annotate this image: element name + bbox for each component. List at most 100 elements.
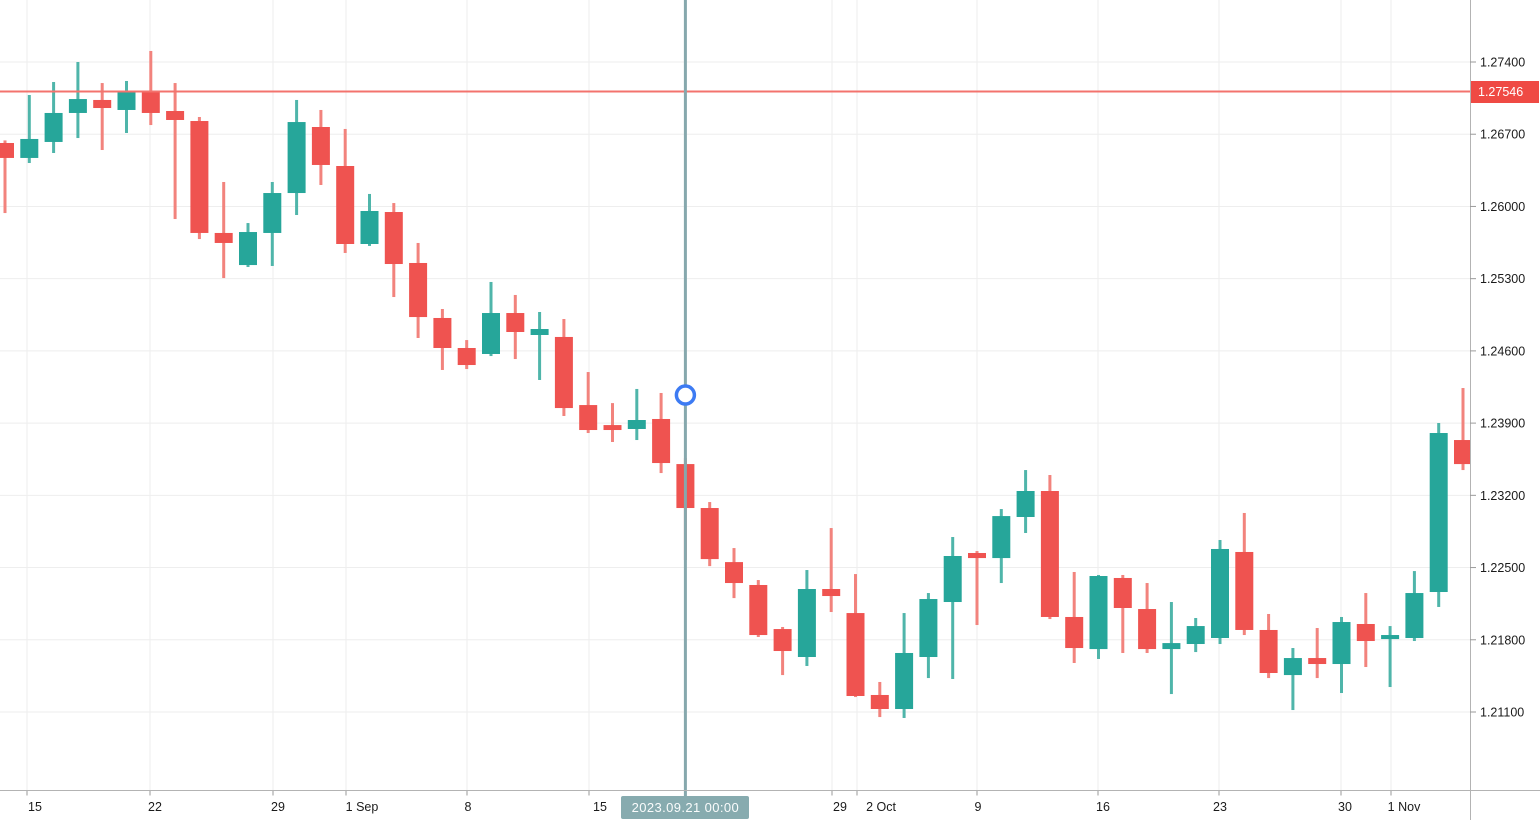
candle-down[interactable] [652, 392, 671, 474]
candle-series[interactable] [0, 50, 1472, 718]
candle-up[interactable] [943, 537, 962, 679]
candle-up[interactable] [117, 80, 136, 133]
candle-down[interactable] [336, 128, 355, 253]
candle-up[interactable] [1162, 602, 1181, 695]
candle-body [360, 210, 379, 244]
candle-down[interactable] [1356, 593, 1375, 668]
candle-down[interactable] [822, 528, 841, 613]
time-axis-label: 2 Oct [866, 800, 896, 814]
candle-down[interactable] [214, 181, 233, 279]
candle-body [603, 425, 622, 431]
candle-body [239, 232, 257, 266]
candle-up[interactable] [239, 223, 257, 268]
candle-up[interactable] [360, 193, 379, 246]
candle-down[interactable] [773, 626, 792, 676]
price-axis[interactable]: 1.27400 1.26700 1.26000 1.25300 1.24600 1.239… [1470, 56, 1525, 720]
candle-up[interactable] [482, 281, 500, 357]
candle-body [1186, 626, 1205, 645]
candle-down[interactable] [870, 681, 889, 718]
candle-down[interactable] [579, 372, 598, 434]
candle-down[interactable] [700, 502, 719, 567]
candle-down[interactable] [457, 340, 476, 370]
candle-down[interactable] [166, 83, 185, 220]
candle-body [44, 112, 63, 142]
candle-down[interactable] [384, 203, 403, 298]
candle-up[interactable] [530, 311, 549, 380]
candle-down[interactable] [1040, 475, 1059, 620]
price-axis-label: 1.27400 [1480, 56, 1525, 70]
candle-up[interactable] [1381, 626, 1400, 688]
candle-body [68, 99, 87, 113]
price-line-label: 1.27546 [1471, 80, 1539, 103]
price-axis-strip[interactable] [1470, 0, 1540, 820]
candle-body [846, 613, 865, 697]
price-axis-label: 1.25300 [1480, 272, 1525, 286]
candle-down[interactable] [1138, 583, 1157, 653]
candle-up[interactable] [263, 181, 282, 266]
candle-body [1162, 643, 1181, 650]
candle-up[interactable] [1405, 571, 1424, 642]
candle-body [1235, 551, 1254, 630]
time-axis-label: 15 [28, 800, 42, 814]
candle-down[interactable] [311, 109, 330, 185]
candle-down[interactable] [0, 140, 14, 214]
candle-up[interactable] [895, 613, 914, 718]
candle-up[interactable] [1332, 616, 1351, 694]
candle-up[interactable] [919, 593, 938, 679]
candle-body [1089, 576, 1108, 650]
candle-body [1381, 635, 1400, 640]
time-axis-label: 29 [271, 800, 285, 814]
candle-wick [538, 311, 542, 380]
candle-up[interactable] [20, 95, 39, 164]
candle-down[interactable] [846, 574, 865, 698]
candle-body [1308, 658, 1327, 665]
candle-down[interactable] [725, 548, 743, 599]
candle-up[interactable] [68, 62, 87, 139]
candle-up[interactable] [627, 388, 646, 441]
candle-up[interactable] [287, 99, 306, 216]
candle-down[interactable] [190, 116, 209, 240]
price-axis-label: 1.23900 [1480, 417, 1525, 431]
crosshair-circle-marker-icon[interactable] [674, 384, 697, 406]
candle-wick [1388, 626, 1392, 688]
candle-up[interactable] [44, 82, 63, 153]
time-axis-strip[interactable] [0, 790, 1540, 820]
candle-down[interactable] [554, 319, 573, 416]
price-axis-label: 1.26700 [1480, 128, 1525, 142]
candle-body [0, 142, 14, 158]
candle-down[interactable] [141, 50, 160, 126]
candle-up[interactable] [1186, 618, 1205, 653]
candle-down[interactable] [749, 580, 768, 637]
candle-up[interactable] [797, 570, 816, 666]
candle-down[interactable] [433, 309, 452, 370]
time-axis-label: 23 [1213, 800, 1227, 814]
candle-body [870, 694, 889, 710]
candle-up[interactable] [992, 509, 1011, 584]
candle-up[interactable] [1283, 648, 1302, 711]
candle-up[interactable] [1016, 470, 1035, 533]
candle-down[interactable] [1065, 571, 1084, 663]
candle-up[interactable] [1211, 540, 1229, 645]
candle-body [1259, 629, 1278, 673]
candle-down[interactable] [968, 551, 986, 626]
candle-down[interactable] [1308, 628, 1327, 679]
time-axis[interactable]: 15 22 29 1 Sep 8 15 29 2 Oct 9 16 23 30 1 Nov [26, 791, 1421, 814]
candle-down[interactable] [1113, 574, 1132, 653]
candle-down[interactable] [93, 83, 112, 151]
candle-up[interactable] [1429, 423, 1448, 607]
candle-body [627, 420, 646, 429]
candle-down[interactable] [1259, 613, 1278, 679]
candle-body [992, 516, 1011, 559]
candle-down[interactable] [409, 242, 428, 338]
candle-down[interactable] [506, 294, 525, 360]
candle-body [482, 313, 500, 354]
candle-up[interactable] [1089, 574, 1108, 659]
candle-down[interactable] [1235, 512, 1254, 636]
candle-down[interactable] [603, 403, 622, 442]
candle-wick [1461, 388, 1465, 471]
candle-wick [3, 140, 7, 214]
candle-down[interactable] [1454, 388, 1472, 471]
candle-body [579, 405, 598, 431]
candle-body [822, 589, 841, 597]
